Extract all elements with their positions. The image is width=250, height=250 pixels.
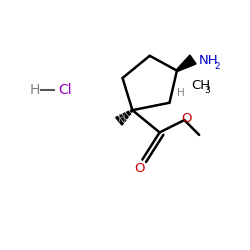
Polygon shape [130, 110, 133, 112]
Text: O: O [182, 112, 192, 125]
Polygon shape [176, 55, 196, 72]
Text: 2: 2 [214, 62, 220, 72]
Text: H: H [29, 84, 40, 98]
Text: CH: CH [191, 79, 210, 92]
Text: NH: NH [199, 54, 219, 67]
Text: H: H [178, 88, 185, 98]
Text: O: O [134, 162, 145, 175]
Polygon shape [119, 115, 126, 122]
Text: Cl: Cl [58, 84, 72, 98]
Polygon shape [116, 116, 123, 125]
Text: H: H [118, 114, 126, 124]
Polygon shape [123, 113, 128, 119]
Polygon shape [126, 111, 130, 116]
Text: 3: 3 [204, 86, 210, 96]
